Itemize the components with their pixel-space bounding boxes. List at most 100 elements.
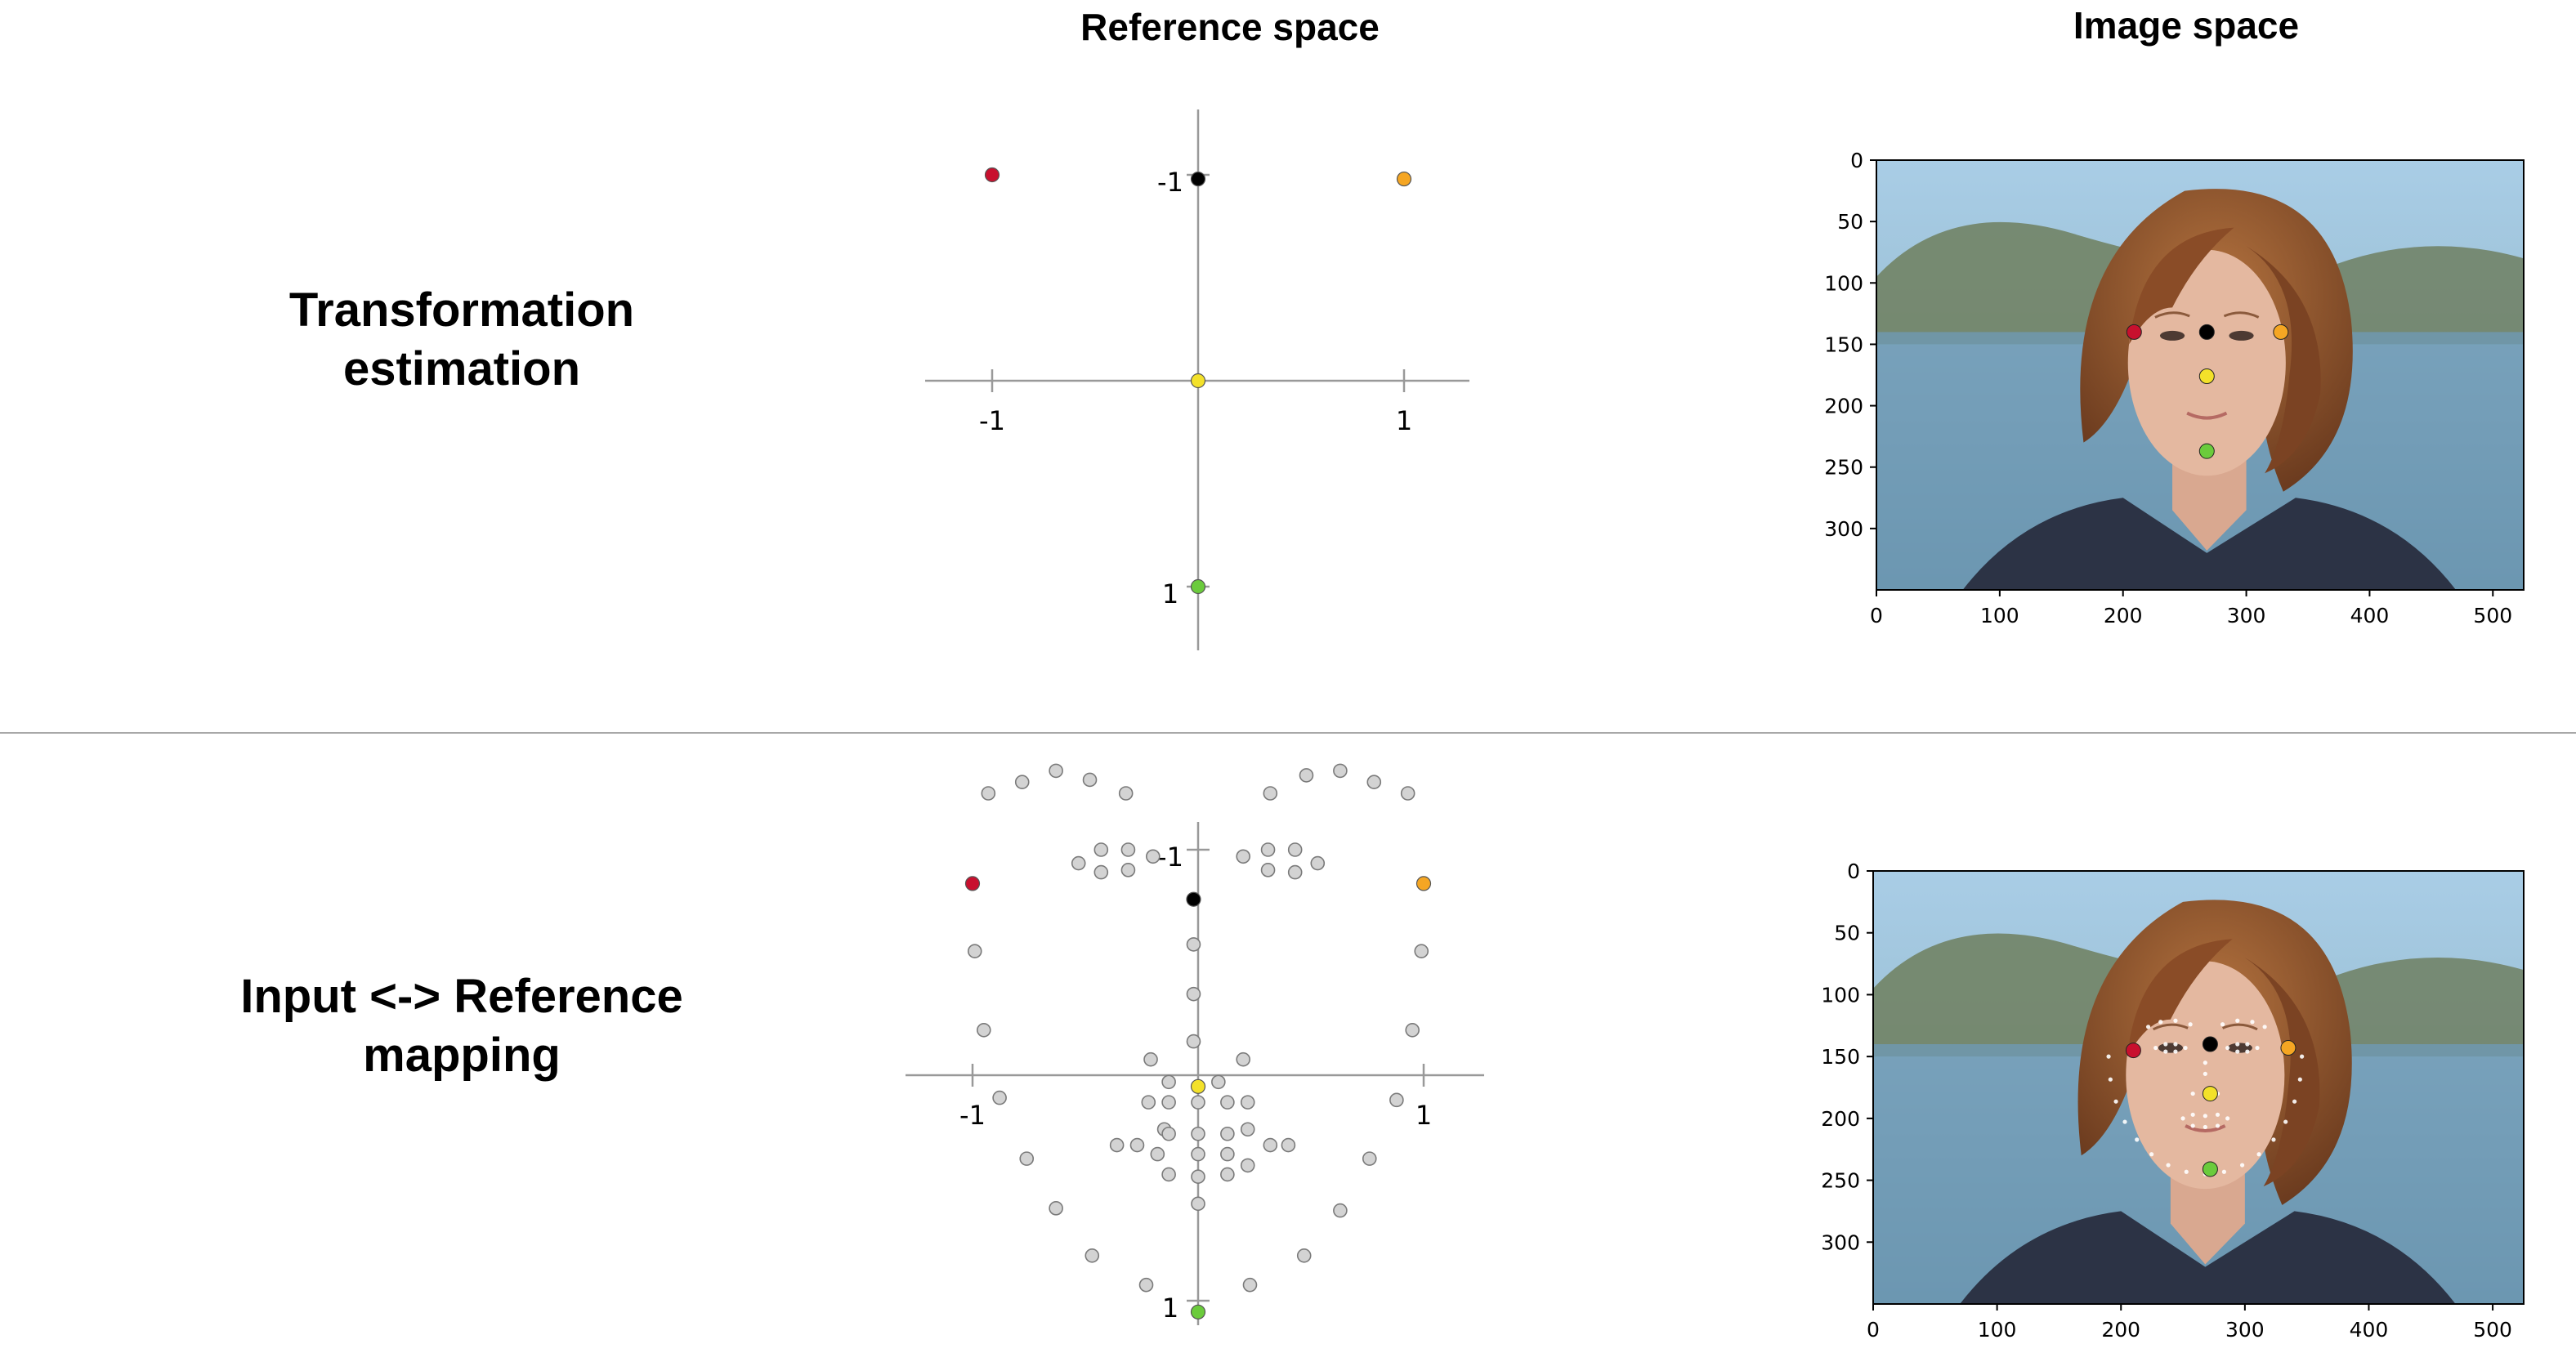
y-tick-label: 200 bbox=[1824, 395, 1863, 418]
landmark-point bbox=[1281, 1137, 1296, 1153]
x-tick-label: 100 bbox=[1980, 604, 2019, 627]
landmark-point bbox=[967, 944, 982, 958]
mouth bbox=[2186, 411, 2228, 420]
landmark-point bbox=[1191, 1169, 1205, 1184]
landmark-dot bbox=[2106, 1054, 2111, 1059]
keypoint-yellow bbox=[2198, 368, 2215, 385]
right-eye bbox=[2229, 330, 2254, 341]
image-space-header: Image space bbox=[2073, 4, 2300, 47]
landmark-dot bbox=[2163, 1049, 2168, 1054]
hair-fringe bbox=[2127, 939, 2233, 1057]
y-tick-label: 0 bbox=[1850, 149, 1863, 172]
y-tick-label: 300 bbox=[1824, 517, 1863, 541]
y-tick-label: 100 bbox=[1821, 983, 1860, 1007]
landmark-dot bbox=[2158, 1020, 2163, 1025]
x-tick-label: 500 bbox=[2473, 1318, 2512, 1342]
landmark-dot bbox=[2188, 1022, 2193, 1027]
landmark-dot bbox=[2215, 1123, 2220, 1128]
keypoint-orange bbox=[2280, 1040, 2296, 1056]
landmark-point bbox=[1310, 855, 1326, 871]
landmark-dot bbox=[2184, 1169, 2189, 1174]
left-eye bbox=[2159, 330, 2185, 341]
landmark-dot bbox=[2300, 1054, 2305, 1059]
y-tick-label: 250 bbox=[1821, 1169, 1860, 1193]
hair-fringe bbox=[2129, 227, 2234, 345]
landmark-dot bbox=[2145, 1025, 2151, 1029]
landmark-dot bbox=[2250, 1020, 2255, 1025]
landmark-dot bbox=[2190, 1123, 2195, 1128]
landmark-dot bbox=[2221, 1169, 2227, 1174]
landmark-dot bbox=[2225, 1116, 2230, 1121]
y-tick-label: 150 bbox=[1824, 333, 1863, 356]
landmark-point bbox=[1220, 1167, 1235, 1182]
y-tick-label: 50 bbox=[1834, 922, 1860, 945]
landmark-point bbox=[1093, 864, 1109, 880]
landmark-point bbox=[1141, 1095, 1156, 1110]
landmark-point bbox=[1191, 1126, 1205, 1141]
landmark-point bbox=[1220, 1126, 1235, 1141]
landmark-point bbox=[1085, 1248, 1100, 1263]
landmark-point bbox=[1150, 1146, 1165, 1162]
landmark-dot bbox=[2235, 1049, 2240, 1054]
landmark-dot bbox=[2203, 1114, 2207, 1119]
landmark-point bbox=[1296, 1248, 1312, 1263]
landmark-dot bbox=[2135, 1137, 2140, 1142]
landmark-point bbox=[1138, 1277, 1154, 1293]
landmark-point bbox=[1260, 842, 1276, 857]
landmark-dot bbox=[2153, 1045, 2158, 1051]
landmark-point bbox=[1120, 863, 1136, 877]
keypoint-black bbox=[2202, 1036, 2218, 1052]
landmark-dot bbox=[2262, 1025, 2267, 1029]
hair-side bbox=[2246, 246, 2321, 474]
left-eyebrow bbox=[2154, 311, 2190, 319]
y-tick-label: 250 bbox=[1824, 456, 1863, 480]
keypoint-red bbox=[2126, 324, 2142, 340]
landmark-point bbox=[1389, 1092, 1404, 1108]
keypoint-yellow bbox=[2202, 1086, 2218, 1102]
landmark-point bbox=[1299, 768, 1314, 783]
landmark-point bbox=[1287, 864, 1303, 880]
hair-side bbox=[2244, 958, 2320, 1187]
landmark-point bbox=[1263, 1137, 1278, 1153]
landmark-point bbox=[1236, 849, 1250, 864]
keypoint-black bbox=[1186, 891, 1201, 907]
left-eyebrow bbox=[2152, 1023, 2189, 1031]
landmark-dot bbox=[2235, 1018, 2240, 1023]
keypoint-orange bbox=[1415, 876, 1432, 891]
landmark-point bbox=[1143, 1052, 1158, 1067]
x-tick-label: 200 bbox=[2101, 1318, 2140, 1342]
landmark-point bbox=[1161, 1074, 1176, 1090]
landmark-dot bbox=[2190, 1091, 2195, 1096]
landmark-point bbox=[1118, 786, 1134, 801]
landmark-point bbox=[1049, 1201, 1063, 1216]
landmark-dot bbox=[2245, 1049, 2250, 1054]
plot-frame bbox=[1872, 870, 2525, 1305]
landmark-point bbox=[1191, 1196, 1205, 1212]
landmark-point bbox=[1120, 842, 1136, 857]
landmark-point bbox=[1211, 1074, 1226, 1090]
photo-image bbox=[1873, 871, 2524, 1304]
landmark-point bbox=[1220, 1146, 1235, 1162]
landmark-point bbox=[1405, 1023, 1420, 1038]
landmark-dot bbox=[2292, 1099, 2297, 1104]
row-label-transformation-estimation: Transformation estimation bbox=[288, 284, 635, 395]
landmark-point bbox=[1161, 1126, 1176, 1141]
landmark-point bbox=[1240, 1158, 1255, 1173]
keypoint-green bbox=[1190, 1304, 1206, 1320]
landmark-dot bbox=[2180, 1116, 2185, 1121]
x-tick-label: -1 bbox=[959, 1100, 986, 1131]
x-tick-label: 400 bbox=[2350, 1318, 2389, 1342]
y-tick-label: 0 bbox=[1847, 860, 1860, 883]
x-tick-label: 300 bbox=[2227, 604, 2266, 627]
landmark-dot bbox=[2173, 1042, 2178, 1047]
keypoint-yellow bbox=[1190, 373, 1206, 389]
keypoint-black bbox=[2198, 324, 2215, 340]
landmark-point bbox=[1414, 944, 1429, 958]
x-tick-label: 0 bbox=[1867, 1318, 1880, 1342]
landmark-dot bbox=[2113, 1099, 2118, 1104]
keypoint-green bbox=[2198, 443, 2215, 459]
y-tick-label: 50 bbox=[1837, 210, 1863, 234]
